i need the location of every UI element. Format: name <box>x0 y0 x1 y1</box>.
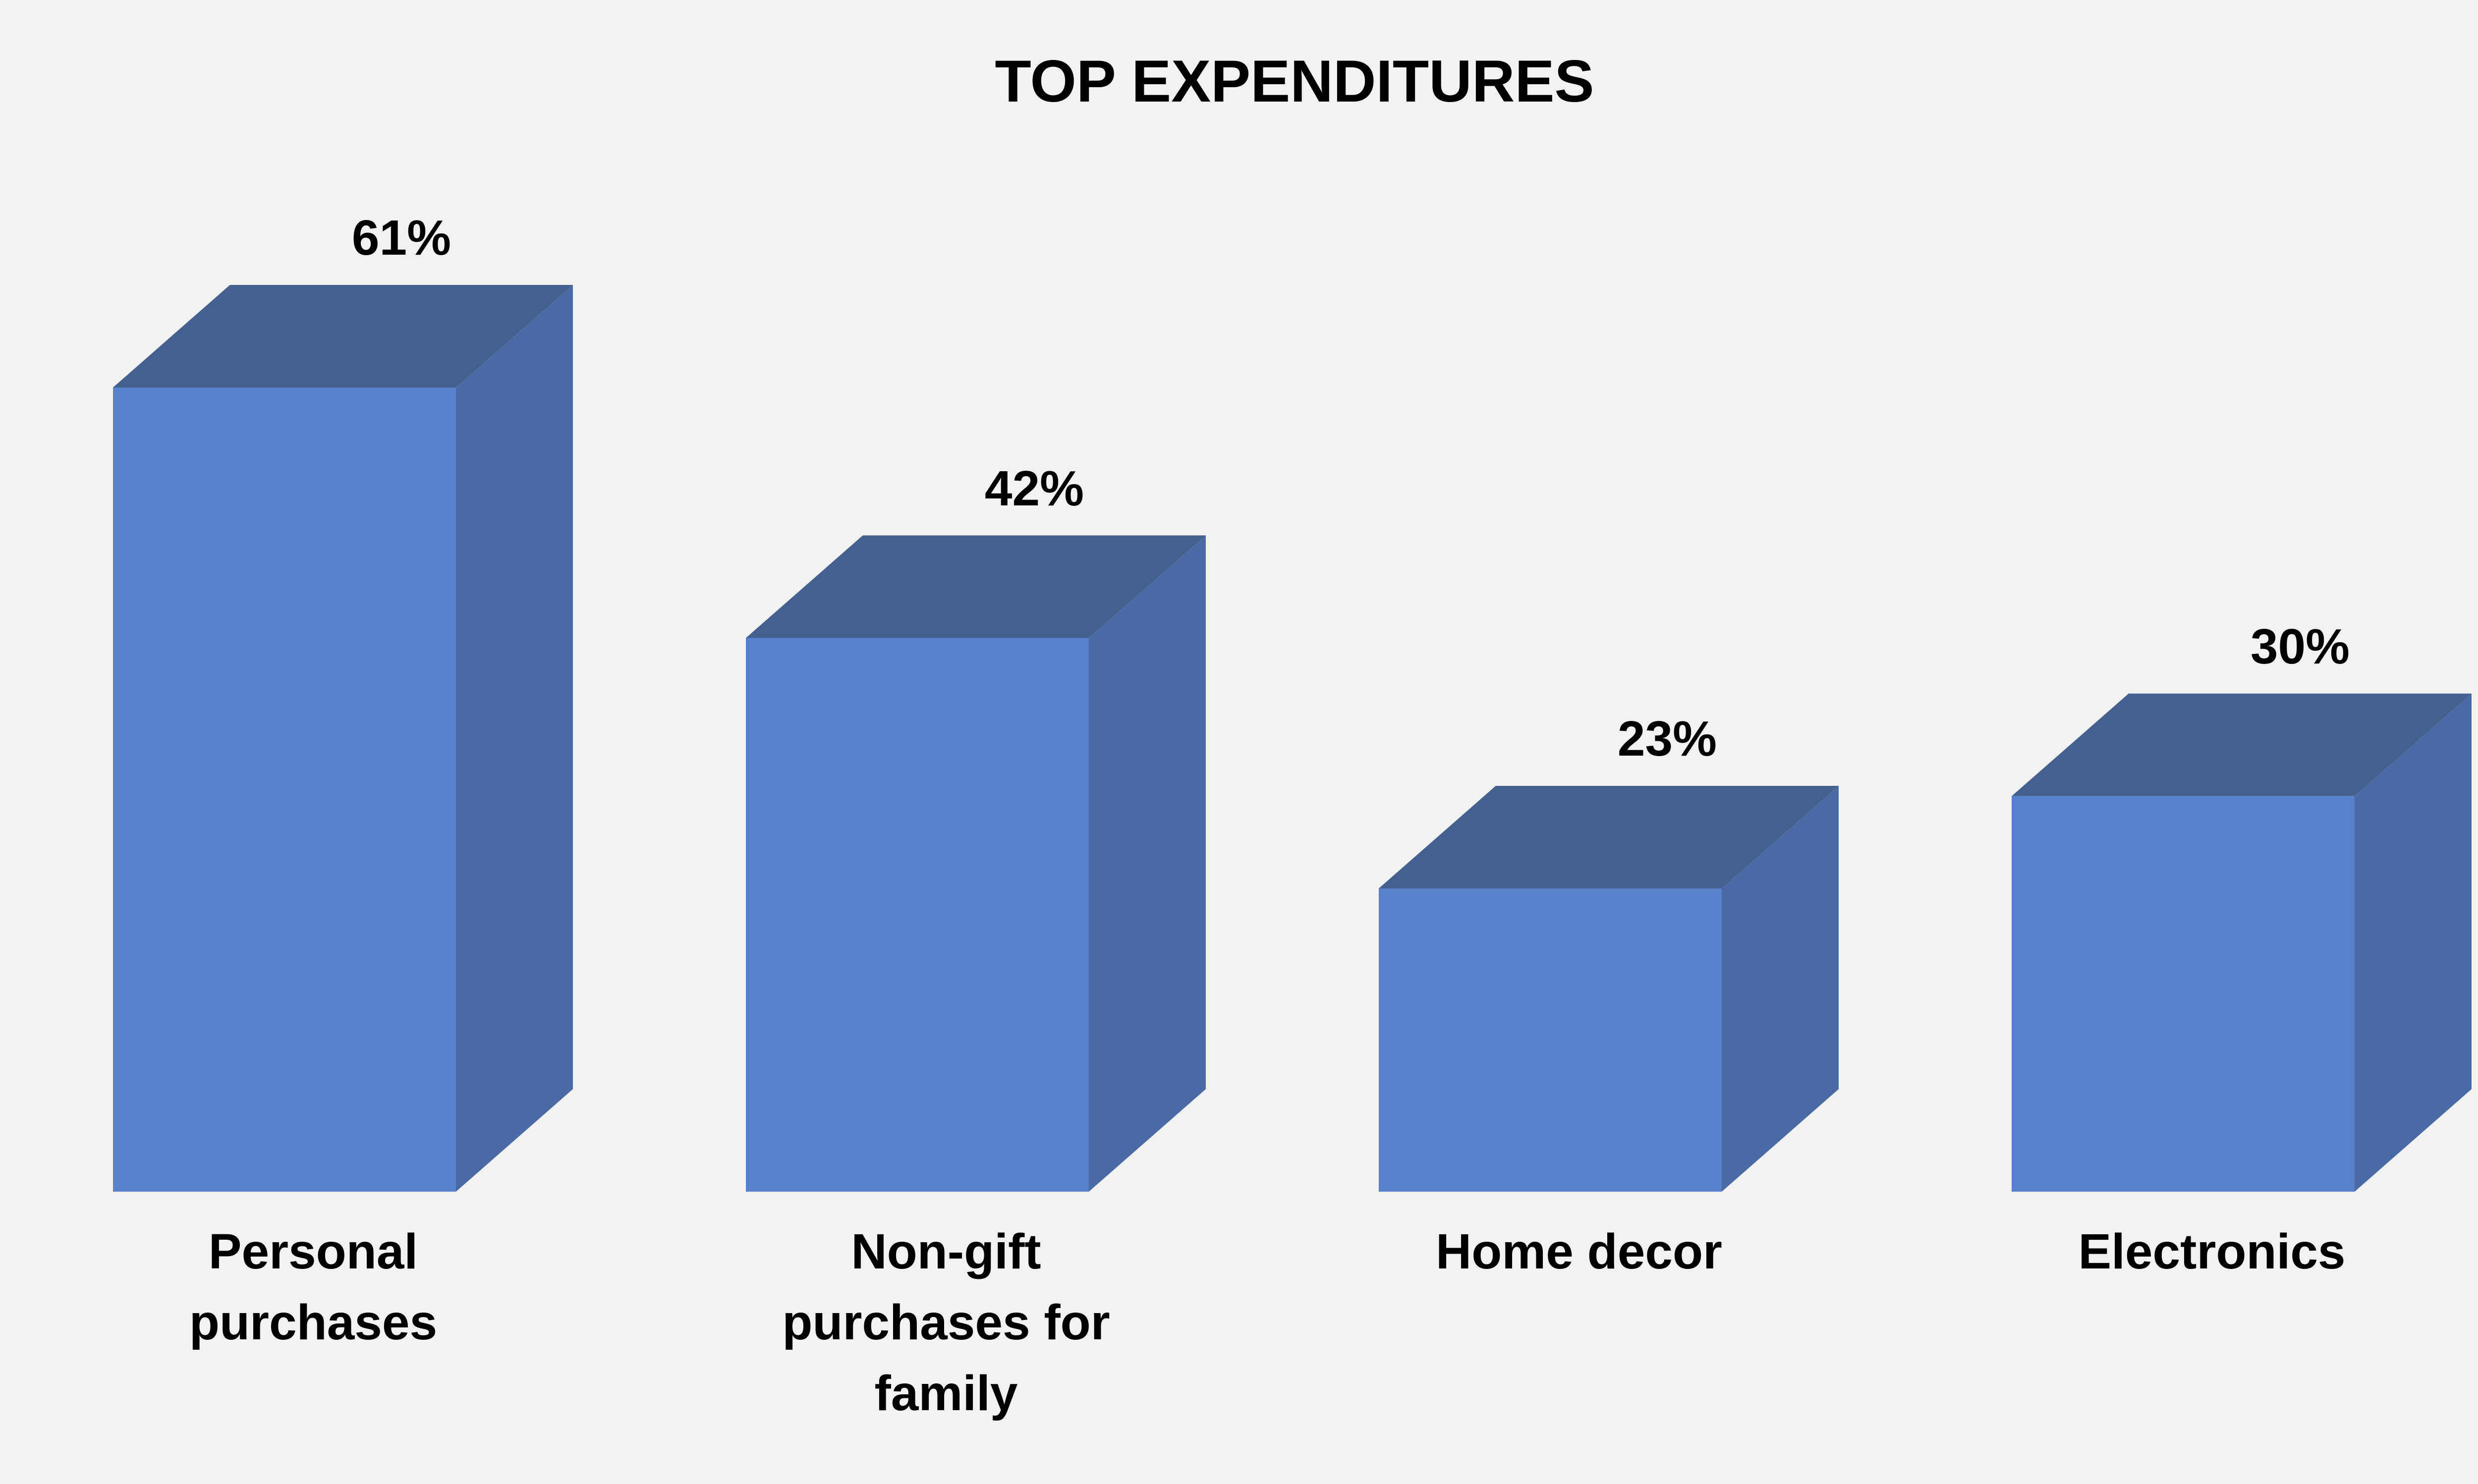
data-label: 23% <box>1617 711 1717 767</box>
bar <box>1379 888 1722 1192</box>
data-label: 30% <box>2250 618 2350 674</box>
bar-side-face <box>456 285 573 1192</box>
category-label: Home decor <box>1436 1224 1722 1279</box>
bar-top-face <box>113 285 573 387</box>
data-label: 61% <box>351 210 451 266</box>
bar-side-face <box>1089 535 1206 1192</box>
bar-side-face <box>2355 693 2472 1192</box>
category-label: Non-gift purchases for family <box>782 1224 1110 1421</box>
bar <box>746 638 1089 1192</box>
bar-top-face <box>746 535 1206 638</box>
chart-title: TOP EXPENDITURES <box>995 48 1594 114</box>
bar <box>2012 796 2355 1192</box>
bar-top-face <box>2012 693 2472 796</box>
data-label: 42% <box>984 460 1084 516</box>
bar <box>113 387 456 1192</box>
category-label: Personal purchases <box>189 1224 438 1350</box>
bar-top-face <box>1379 786 1839 889</box>
category-label: Electronics <box>2078 1224 2346 1279</box>
bar-side-face <box>1722 786 1839 1192</box>
